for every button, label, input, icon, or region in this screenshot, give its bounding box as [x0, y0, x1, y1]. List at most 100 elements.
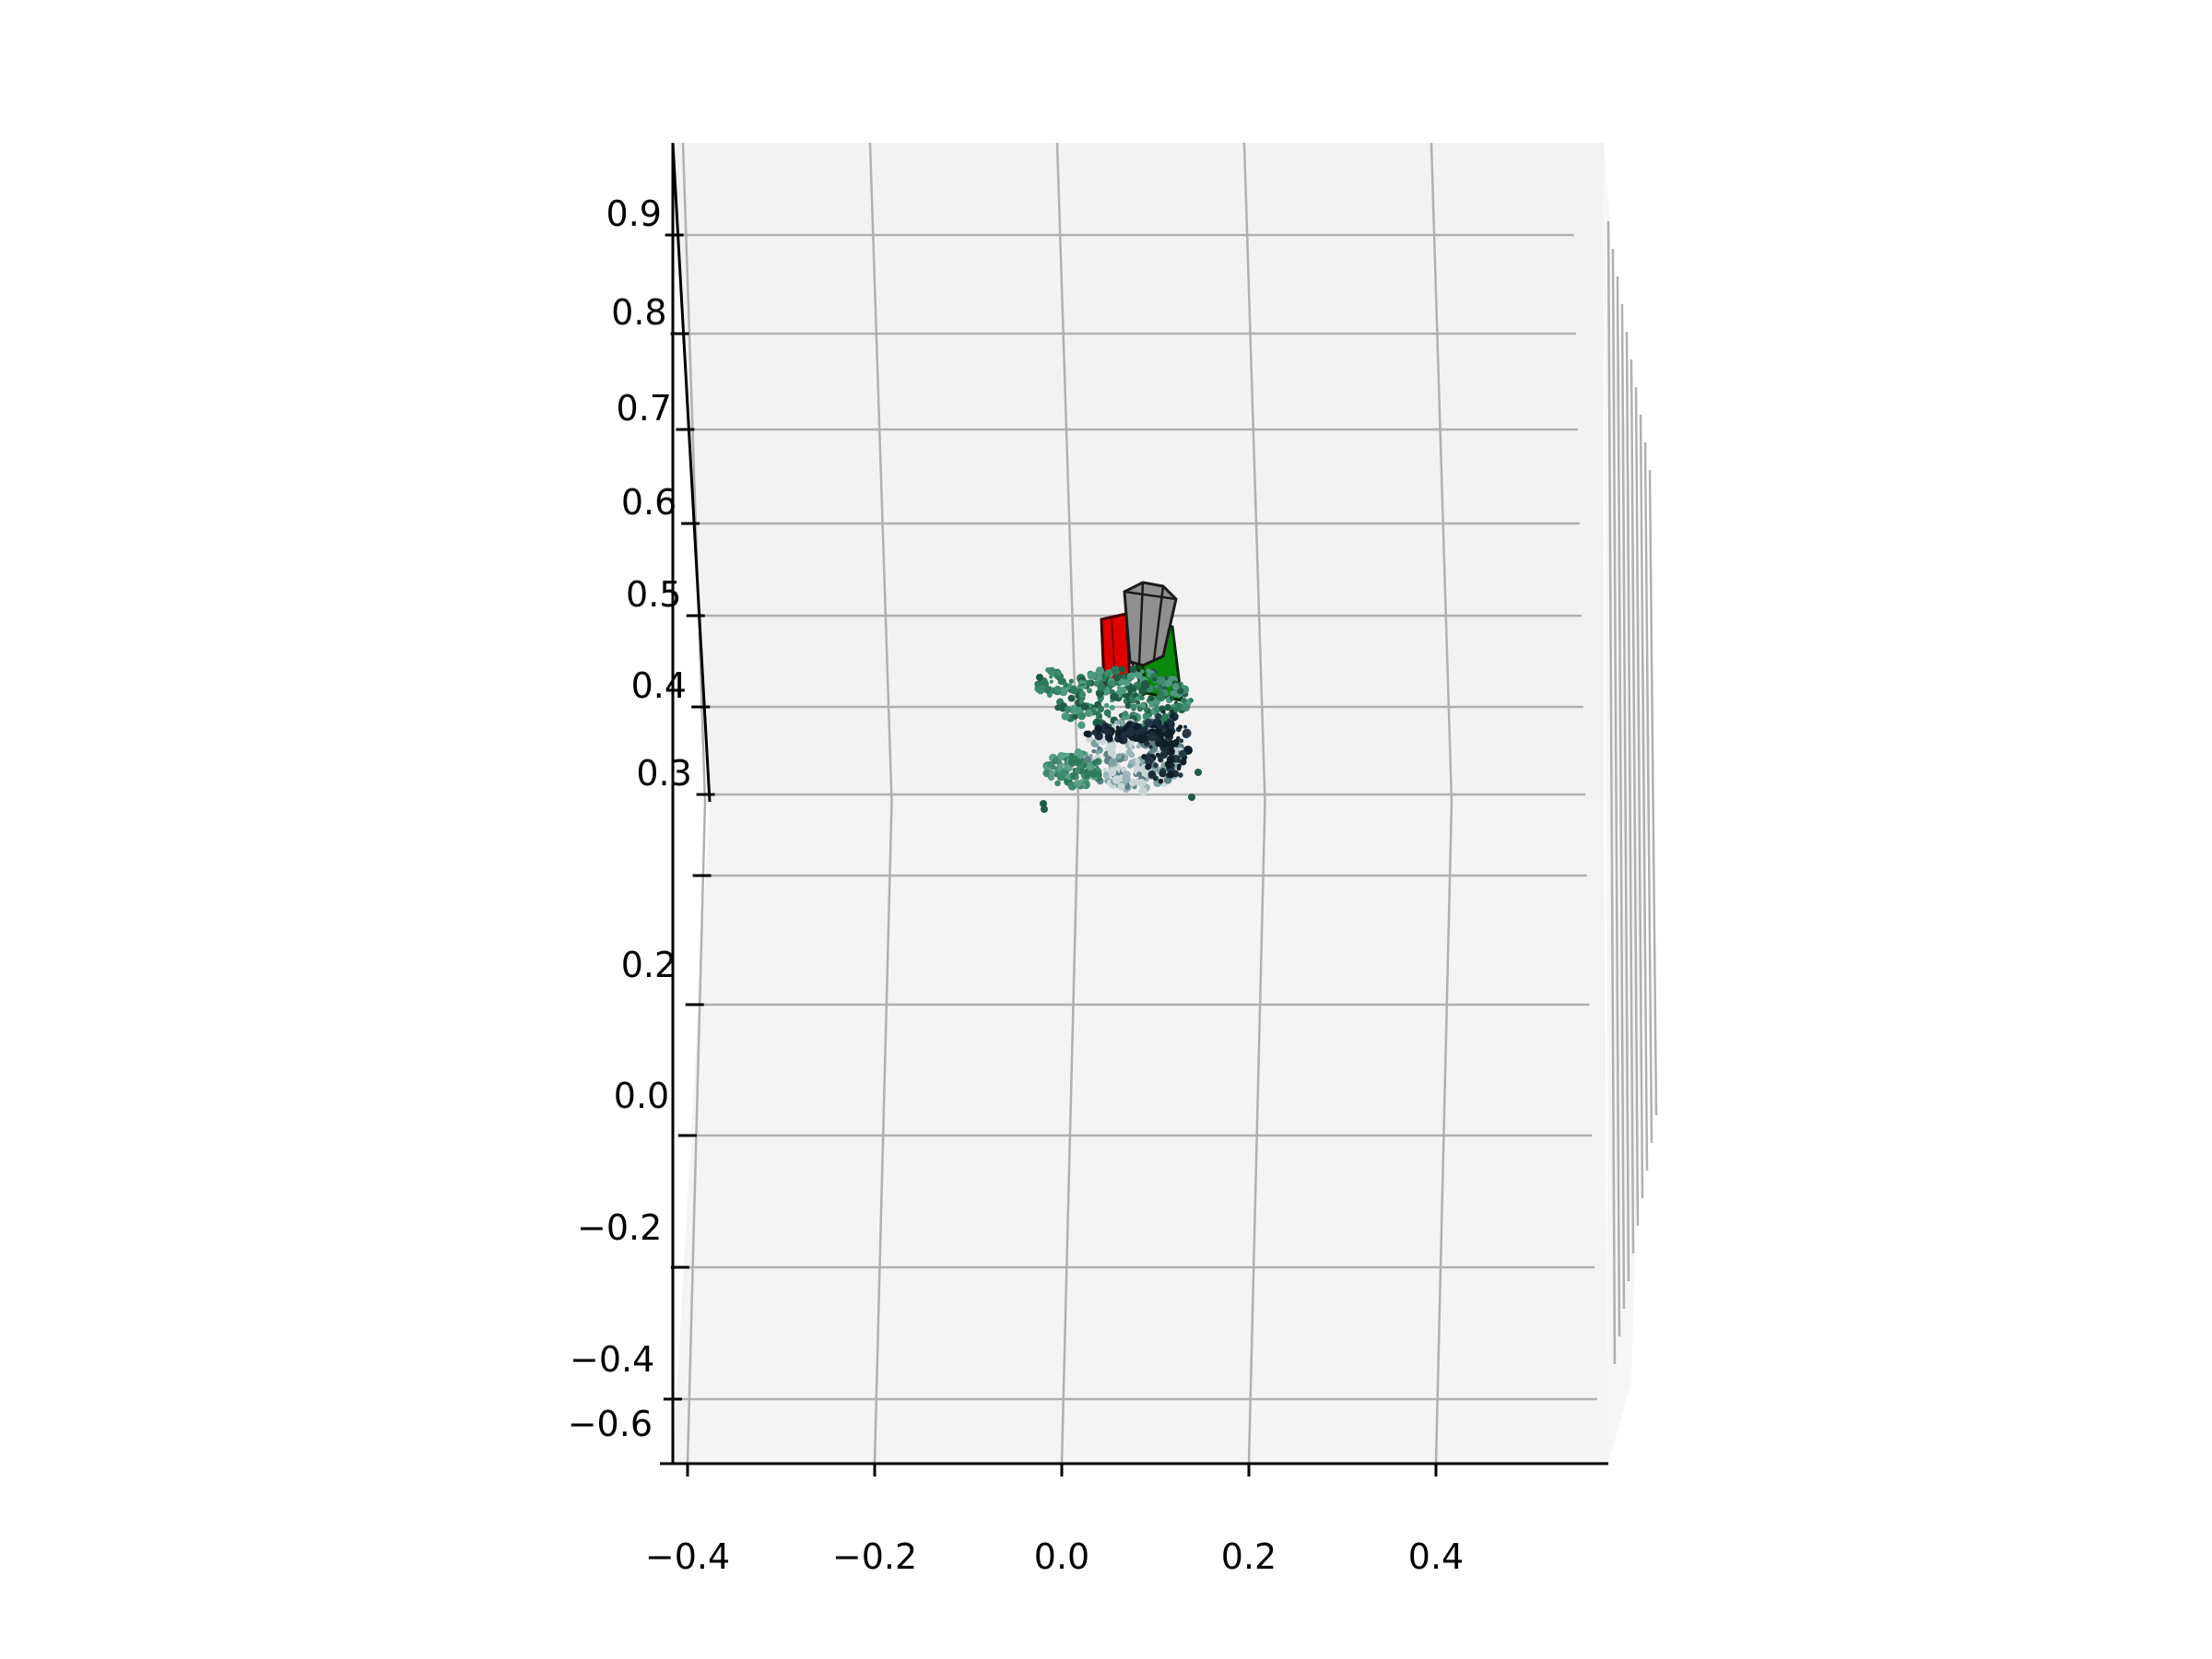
- left-tick-label: 0.5: [626, 574, 681, 615]
- cloud-point: [1060, 769, 1067, 776]
- x-axis-ticks: −0.4 −0.2 0.0 0.2 0.4: [645, 1464, 1464, 1577]
- cloud-point: [1124, 784, 1131, 791]
- cloud-point: [1159, 732, 1165, 737]
- cloud-point: [1173, 713, 1179, 719]
- cloud-point: [1078, 679, 1084, 685]
- cloud-point: [1036, 674, 1043, 681]
- cloud-point: [1049, 770, 1055, 777]
- cloud-point: [1075, 775, 1079, 780]
- x-grid-line: [1055, 142, 1080, 1465]
- cloud-point: [1095, 711, 1101, 717]
- cloud-point: [1177, 759, 1182, 763]
- cloud-point: [1107, 748, 1116, 758]
- cloud-point: [1047, 692, 1053, 698]
- cloud-point: [1122, 774, 1131, 783]
- cloud-point: [1057, 677, 1065, 686]
- cloud-point: [1135, 696, 1140, 701]
- cloud-point: [1095, 666, 1105, 676]
- cloud-point: [1131, 745, 1135, 749]
- cloud-point: [1140, 679, 1150, 689]
- cloud-point: [1091, 729, 1098, 735]
- cloud-point: [1107, 741, 1117, 751]
- cloud-point: [1142, 712, 1150, 721]
- side-grid-line: [1634, 386, 1644, 1199]
- cloud-point: [1169, 695, 1175, 701]
- cloud-point: [1130, 703, 1137, 711]
- x-tick-label: 0.4: [1408, 1536, 1464, 1577]
- x-tick-label: 0.2: [1221, 1536, 1277, 1577]
- cloud-point: [1077, 712, 1087, 721]
- cloud-point: [1154, 735, 1159, 741]
- cloud-point: [1097, 746, 1102, 751]
- cloud-point: [1055, 670, 1062, 676]
- cloud-point: [1095, 744, 1100, 747]
- cloud-point: [1188, 794, 1195, 801]
- cloud-point: [1181, 697, 1187, 704]
- cloud-point: [1074, 748, 1082, 756]
- cloud-point: [1164, 759, 1173, 769]
- cloud-point: [1147, 732, 1157, 742]
- side-grid-lines: [1606, 220, 1658, 1365]
- cloud-point: [1167, 748, 1172, 754]
- cloud-point: [1088, 754, 1093, 759]
- cloud-point: [1176, 766, 1182, 771]
- left-tick-label: 0.4: [631, 665, 687, 706]
- cloud-point: [1143, 740, 1150, 747]
- cloud-point: [1051, 764, 1056, 771]
- cloud-point: [1127, 763, 1133, 769]
- cloud-point: [1148, 745, 1153, 749]
- left-tick-label: −0.2: [577, 1207, 662, 1248]
- cloud-point: [1153, 762, 1159, 769]
- cloud-point: [1152, 718, 1160, 726]
- cloud-point: [1057, 751, 1065, 760]
- cloud-point: [1153, 706, 1161, 713]
- cloud-point: [1061, 712, 1070, 721]
- cloud-point: [1069, 685, 1078, 695]
- cloud-point: [1082, 762, 1088, 769]
- cloud-point: [1135, 729, 1141, 735]
- side-grid-line: [1625, 331, 1635, 1254]
- cloud-point: [1080, 702, 1089, 711]
- cloud-point: [1091, 748, 1097, 754]
- cloud-point: [1072, 713, 1078, 720]
- cloud-point: [1153, 728, 1160, 735]
- side-grid-line: [1616, 276, 1626, 1310]
- cloud-point: [1109, 704, 1115, 711]
- cloud-point: [1041, 806, 1048, 813]
- cloud-point: [1084, 773, 1090, 780]
- cloud-point: [1087, 763, 1095, 771]
- cloud-point: [1078, 699, 1084, 704]
- side-grid-line: [1630, 359, 1640, 1227]
- cloud-point: [1140, 669, 1145, 674]
- cloud-point: [1128, 751, 1135, 759]
- cloud-point: [1040, 800, 1047, 807]
- cloud-point: [1147, 770, 1157, 779]
- gripper: [1123, 581, 1178, 676]
- side-grid-line: [1620, 303, 1630, 1282]
- back-pane: [673, 143, 1604, 802]
- cloud-point: [1099, 707, 1103, 712]
- cloud-point: [1097, 682, 1106, 692]
- cloud-point: [1144, 718, 1153, 728]
- x-tick-label: 0.0: [1034, 1536, 1089, 1577]
- x-grid-line: [1430, 142, 1453, 1465]
- left-tick-label: 0.7: [617, 388, 672, 429]
- cloud-point: [1102, 771, 1109, 778]
- cloud-point: [1123, 711, 1129, 717]
- cloud-point: [1115, 725, 1120, 730]
- cloud-point: [1135, 671, 1143, 679]
- cloud-point: [1135, 744, 1141, 749]
- cloud-point: [1135, 759, 1141, 765]
- left-tick-label: −0.6: [568, 1404, 653, 1444]
- cloud-point: [1054, 780, 1061, 787]
- side-grid-line: [1606, 220, 1617, 1365]
- left-tick-label: 0.8: [611, 292, 666, 333]
- cloud-point: [1125, 703, 1131, 709]
- left-tick-label: −0.4: [570, 1339, 654, 1380]
- cloud-point: [1104, 724, 1110, 729]
- cloud-point: [1139, 702, 1147, 709]
- panes: [673, 143, 1650, 1464]
- axes: [671, 142, 1608, 1465]
- cloud-point: [1111, 665, 1120, 675]
